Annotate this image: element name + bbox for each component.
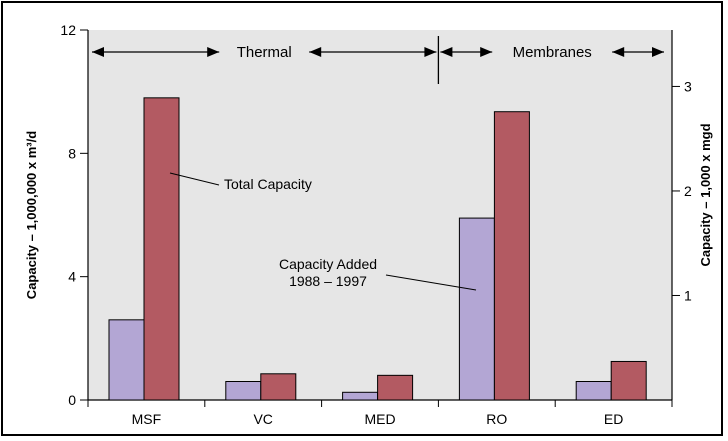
y2-axis-label: Capacity – 1,000 x mgd (698, 123, 713, 266)
arrowhead (92, 47, 104, 57)
bar-total-capacity (610, 360, 647, 401)
y2-tick-label: 3 (684, 78, 692, 94)
bar-total-capacity (143, 97, 180, 401)
y2-tick-label: 1 (684, 287, 692, 303)
group-label: Membranes (513, 44, 592, 61)
bar-capacity-added (225, 381, 262, 401)
y-tick-label: 12 (60, 22, 76, 38)
x-tick-label: MSF (132, 411, 162, 427)
arrowhead (652, 47, 664, 57)
y-tick-label: 0 (68, 392, 76, 408)
x-tick-label: VC (253, 411, 272, 427)
arrowhead (207, 47, 220, 57)
bar-capacity-added (575, 381, 612, 401)
y2-axis-ticks: 1 2 3 (672, 78, 692, 303)
arrowhead (424, 47, 437, 57)
arrowhead (612, 47, 625, 57)
plot-background (88, 30, 672, 400)
bar-total-capacity (260, 373, 297, 401)
arrowhead (440, 47, 453, 57)
capacity-added-annotation-line2: 1988 – 1997 (289, 273, 367, 289)
arrowhead (480, 47, 493, 57)
bar-capacity-added (458, 217, 495, 401)
y-tick-label: 4 (68, 269, 76, 285)
x-axis-ticks: MSF VC MED RO ED (87, 400, 673, 427)
y-tick-label: 8 (68, 145, 76, 161)
x-tick-label: MED (364, 411, 395, 427)
bar-capacity-added (342, 391, 379, 401)
bars (108, 97, 647, 401)
capacity-added-leader (385, 274, 477, 291)
chart-frame (1, 1, 723, 436)
group-label: Thermal (237, 44, 292, 61)
capacity-added-annotation-line1: Capacity Added (279, 256, 377, 272)
y-axis-ticks: 0 4 8 12 (60, 22, 88, 408)
x-tick-label: RO (486, 411, 507, 427)
y-axis-label: Capacity – 1,000,000 x m³/d (24, 131, 39, 299)
arrowhead (309, 47, 322, 57)
total-capacity-annotation: Total Capacity (224, 176, 312, 192)
bar-total-capacity (493, 111, 530, 401)
x-tick-label: ED (604, 411, 623, 427)
group-brackets: Thermal Membranes (92, 36, 664, 84)
bar-capacity-added (108, 319, 145, 401)
y2-tick-label: 2 (684, 183, 692, 199)
total-capacity-leader (169, 172, 220, 186)
bar-total-capacity (377, 374, 414, 401)
